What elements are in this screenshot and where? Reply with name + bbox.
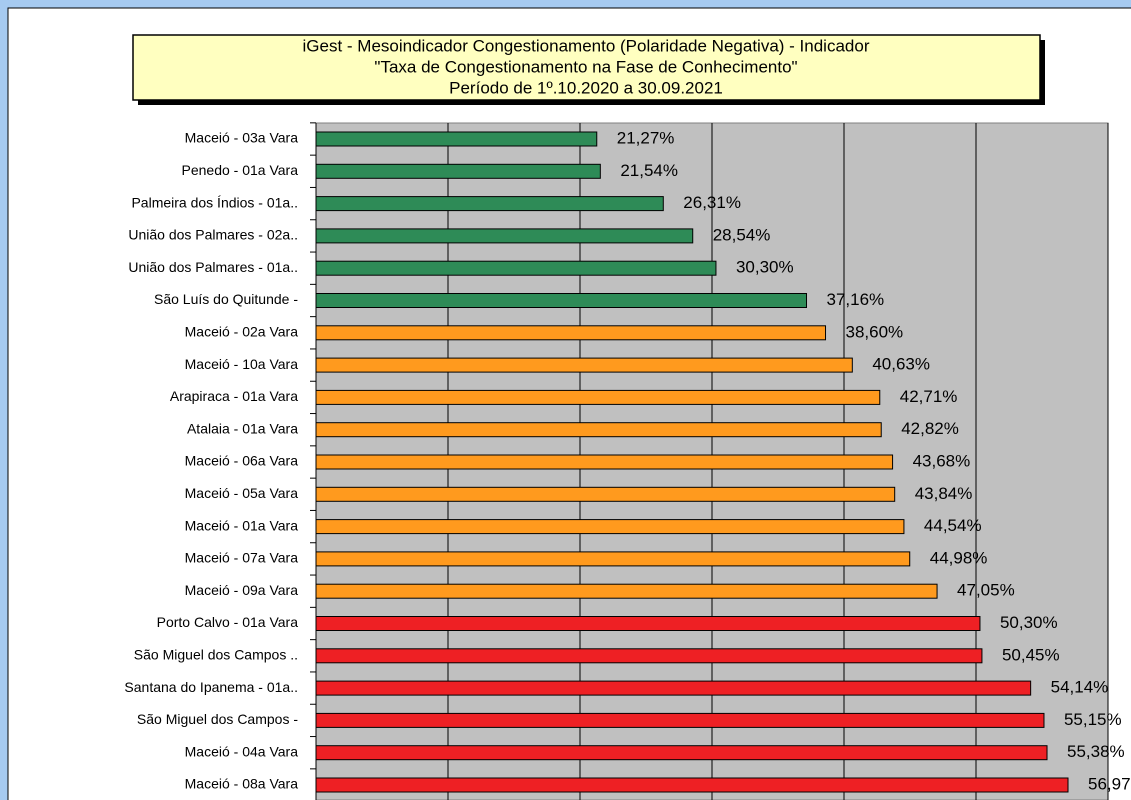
- bar: [315, 228, 694, 244]
- y-tick-label: São Miguel dos Campos -: [137, 711, 298, 727]
- data-label: 50,45%: [1002, 645, 1060, 664]
- data-label: 54,14%: [1051, 678, 1109, 697]
- y-tick-label: Maceió - 10a Vara: [185, 356, 299, 372]
- data-label: 42,71%: [900, 387, 958, 406]
- chart-title: "Taxa de Congestionamento na Fase de Con…: [374, 57, 797, 76]
- bar: [315, 551, 911, 567]
- bar: [315, 163, 601, 179]
- bar: [315, 519, 905, 535]
- bar: [315, 745, 1048, 761]
- bar: [315, 616, 981, 631]
- data-label: 26,31%: [683, 193, 741, 212]
- bar: [315, 648, 983, 664]
- data-label: 43,84%: [915, 484, 973, 503]
- y-tick-label: Porto Calvo - 01a Vara: [157, 614, 299, 630]
- y-tick-label: Palmeira dos Índios - 01a..: [131, 194, 298, 210]
- y-tick-label: Penedo - 01a Vara: [182, 162, 299, 178]
- y-tick-label: Atalaia - 01a Vara: [187, 420, 298, 436]
- y-tick-label: Maceió - 09a Vara: [185, 582, 299, 598]
- data-label: 47,05%: [957, 581, 1015, 600]
- data-label: 50,30%: [1000, 613, 1058, 632]
- data-label: 43,68%: [913, 451, 971, 470]
- data-label: 44,98%: [930, 548, 988, 567]
- y-tick-label: São Luís do Quitunde -: [154, 291, 298, 307]
- bar: [315, 777, 1069, 793]
- y-tick-label: São Miguel dos Campos ..: [134, 647, 298, 663]
- data-label: 38,60%: [846, 322, 904, 341]
- y-tick-label: Maceió - 05a Vara: [185, 485, 299, 501]
- y-tick-label: Maceió - 03a Vara: [185, 130, 299, 146]
- chart-title: iGest - Mesoindicador Congestionamento (…: [303, 36, 870, 55]
- bar: [315, 131, 598, 147]
- y-tick-label: Maceió - 04a Vara: [185, 743, 299, 759]
- data-label: 21,54%: [620, 161, 678, 180]
- y-tick-label: Maceió - 08a Vara: [185, 776, 299, 792]
- bar: [315, 293, 808, 308]
- bar: [315, 389, 881, 405]
- y-tick-label: Maceió - 01a Vara: [185, 517, 299, 533]
- bar: [315, 357, 853, 373]
- data-label: 21,27%: [617, 128, 675, 147]
- data-label: 44,54%: [924, 516, 982, 535]
- bar: [315, 712, 1045, 728]
- bar: [315, 260, 717, 276]
- chart-title: Período de 1º.10.2020 a 30.09.2021: [449, 78, 723, 97]
- data-label: 42,82%: [901, 419, 959, 438]
- bar: [315, 196, 664, 212]
- title-box: [132, 34, 1041, 101]
- y-tick-label: União dos Palmares - 02a..: [128, 227, 298, 243]
- data-label: 56,97%: [1088, 774, 1131, 793]
- data-label: 40,63%: [872, 355, 930, 374]
- data-label: 28,54%: [713, 225, 771, 244]
- data-label: 37,16%: [827, 290, 885, 309]
- data-label: 55,38%: [1067, 742, 1125, 761]
- bar: [315, 583, 938, 599]
- bar: [315, 325, 827, 341]
- y-tick-label: Maceió - 06a Vara: [185, 453, 299, 469]
- y-tick-label: Maceió - 02a Vara: [185, 324, 299, 340]
- data-label: 30,30%: [736, 258, 794, 277]
- bar: [315, 680, 1032, 696]
- y-tick-label: União dos Palmares - 01a..: [128, 259, 298, 275]
- data-label: 55,15%: [1064, 710, 1122, 729]
- y-tick-label: Maceió - 07a Vara: [185, 550, 299, 566]
- bar: [315, 454, 894, 470]
- bar: [315, 422, 882, 438]
- bar: [315, 486, 896, 502]
- y-tick-label: Santana do Ipanema - 01a..: [124, 679, 298, 695]
- y-tick-label: Arapiraca - 01a Vara: [170, 388, 298, 404]
